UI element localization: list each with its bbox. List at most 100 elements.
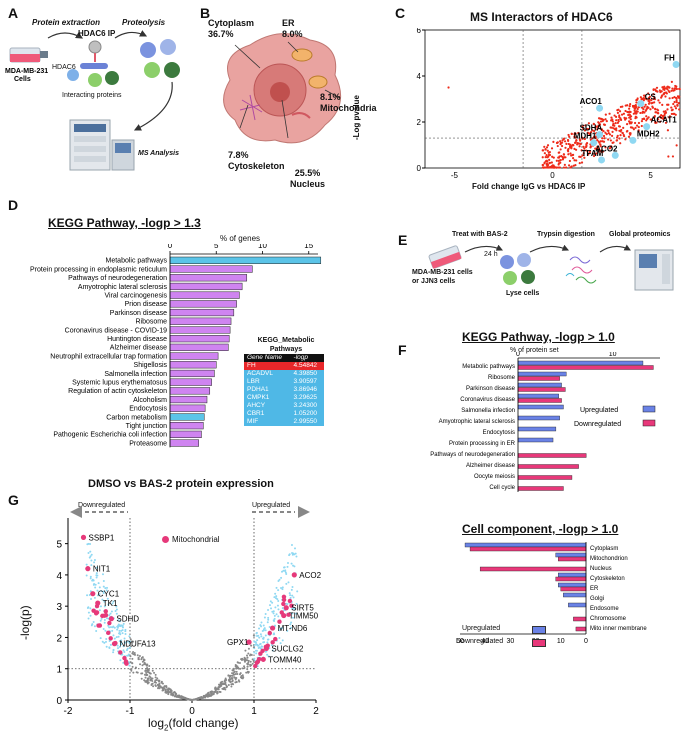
volcano-g-dot (117, 619, 120, 622)
volcano-g-dot (115, 608, 118, 611)
volcano-g-dot (234, 678, 237, 681)
volcano-c-dot (589, 146, 592, 149)
volcano-c-dot (629, 133, 632, 136)
volcano-g-dot (249, 660, 252, 663)
volcano-g-dot (116, 647, 119, 650)
volcano-g-dot (254, 649, 257, 652)
volcano-g-dot (141, 664, 144, 667)
volcano-c-dot (671, 87, 674, 90)
volcano-g-dot (224, 679, 227, 682)
volcano-c-dot (667, 155, 670, 158)
volcano-g-dot (142, 659, 145, 662)
volcano-c-dot (582, 152, 585, 155)
volcano-g-mito-dot (281, 601, 286, 607)
volcano-c-dot (643, 117, 646, 121)
legend-f2-up-swatch (532, 626, 546, 634)
panel-label-f: F (398, 342, 407, 358)
volcano-g-dot (191, 698, 194, 701)
volcano-g-gene-label: SIRT5 (291, 604, 314, 613)
volcano-c-dot (659, 115, 662, 118)
volcano-g-dot (212, 693, 215, 696)
volcano-g-dot (289, 623, 292, 626)
volcano-g-dot (106, 586, 109, 589)
volcano-g-dot (93, 559, 96, 562)
volcano-g-dot (241, 667, 244, 670)
volcano-c-dot (592, 154, 596, 158)
volcano-g-dot (272, 610, 275, 613)
volcano-c-dot (601, 150, 605, 153)
kegg-d-bar (169, 439, 199, 447)
kegg-d-category: Tight junction (126, 423, 167, 430)
volcano-c-dot (573, 136, 577, 139)
volcano-c-dot (556, 144, 559, 148)
volcano-g-dot (250, 644, 253, 647)
volcano-c-dot (673, 89, 676, 92)
volcano-g-dot (296, 590, 299, 593)
volcano-g-ytick: 0 (56, 696, 62, 707)
volcano-g-dot (103, 605, 106, 608)
volcano-g-dot (95, 574, 98, 577)
volcano-g-dot (140, 656, 143, 659)
volcano-c-dot (633, 104, 636, 107)
volcano-c-dot (650, 102, 653, 105)
kegg-d-category: Endocytosis (129, 406, 167, 413)
kegg-d-axis-title: % of genes (220, 234, 261, 243)
kegg-f-legend-down-swatch (642, 419, 656, 427)
volcano-g-gene-dot (283, 605, 289, 611)
volcano-g-dot (122, 622, 125, 625)
volcano-g-dot (239, 667, 242, 670)
volcano-g-gene-label: TK1 (103, 599, 118, 608)
cell-flask-icon (9, 47, 48, 63)
volcano-g-dot (99, 605, 102, 608)
volcano-c-dot (668, 115, 671, 118)
kegg-table-cell: 3.24300 (293, 402, 318, 409)
volcano-g-xtick: -2 (64, 706, 73, 717)
cell-diagram (223, 33, 342, 144)
volcano-c-dot (658, 89, 661, 92)
volcano-c-dot (544, 156, 547, 159)
volcano-c-dot (628, 116, 631, 119)
kegg-table-cell: 3.29625 (293, 394, 318, 401)
volcano-g-dot (116, 644, 119, 647)
volcano-g-dot (115, 636, 118, 639)
volcano-g-dot (146, 679, 149, 682)
volcano-g-dot (247, 647, 250, 650)
volcano-g-dot (266, 653, 269, 656)
volcano-c-xtick: 0 (550, 171, 555, 180)
hdac6-label: HDAC6 (52, 64, 76, 71)
volcano-c-dot (610, 126, 614, 129)
volcano-g-gene-dot (246, 639, 252, 645)
volcano-g-dot (173, 695, 176, 698)
volcano-c-xtick: -5 (451, 171, 459, 180)
volcano-g-dot (272, 632, 275, 635)
volcano-g-dot (87, 552, 90, 555)
volcano-g-dot (263, 616, 266, 619)
volcano-c-dot (673, 100, 676, 104)
volcano-g-dot (232, 667, 235, 670)
volcano-c-dot (591, 129, 594, 132)
volcano-c-dot (622, 126, 625, 129)
volcano-g-dot (130, 669, 133, 672)
volcano-g-dot (90, 559, 93, 562)
kegg-d-bar (169, 274, 248, 282)
volcano-g-xtick: 1 (251, 706, 257, 717)
up-label: Upregulated (252, 502, 291, 509)
volcano-g-dot (273, 624, 276, 627)
volcano-c-dot (546, 165, 549, 168)
volcano-g-dot (186, 698, 189, 701)
mass-spec-icon (69, 119, 135, 171)
kegg-d-tick-label: 10 (258, 244, 267, 250)
volcano-c-dot (675, 87, 678, 91)
volcano-g-gene-dot (260, 656, 266, 662)
volcano-g-xtick: 0 (189, 706, 195, 717)
kegg-table-cell: 1.05200 (293, 410, 318, 417)
volcano-g-dot (91, 623, 94, 626)
volcano-g-dot (165, 691, 168, 694)
volcano-c-dot (548, 161, 551, 165)
volcano-c-dot (674, 113, 677, 116)
volcano-g-dot (95, 630, 98, 633)
volcano-g-dot (98, 609, 101, 612)
volcano-c-dot (596, 128, 599, 131)
kegg-d-category: Proteasome (129, 440, 167, 447)
volcano-g-gene-dot (80, 534, 87, 540)
